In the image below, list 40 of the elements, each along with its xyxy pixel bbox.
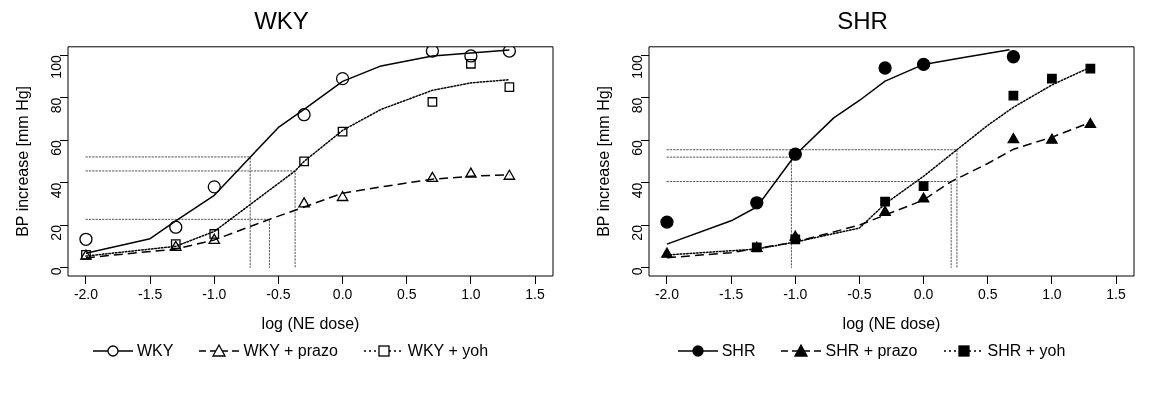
chart-title: SHR [837, 7, 888, 35]
x-tick-label: 1.0 [1042, 286, 1062, 303]
x-tick-label: 0.0 [913, 286, 934, 303]
y-tick-label: 40 [628, 182, 645, 199]
y-tick-label: 60 [47, 139, 64, 156]
legend-label: WKY + yoh [407, 342, 489, 360]
x-tick-label: 0.5 [397, 286, 417, 303]
y-tick-label: 0 [47, 267, 64, 276]
legend-label: SHR [721, 342, 756, 360]
y-tick-label: 20 [47, 224, 64, 241]
y-tick-label: 0 [628, 267, 645, 276]
x-tick-label: -0.5 [847, 286, 872, 303]
legend-label: SHR + prazo [825, 342, 918, 360]
y-axis-title: BP increase [mm Hg] [14, 85, 32, 237]
y-axis-title: BP increase [mm Hg] [595, 85, 613, 237]
legend-label: SHR + yoh [987, 342, 1066, 360]
y-tick-label: 60 [628, 139, 645, 156]
x-tick-label: -0.5 [266, 286, 291, 303]
x-tick-label: 1.5 [525, 286, 545, 303]
x-tick-label: 0.5 [978, 286, 998, 303]
x-tick-label: -2.0 [654, 286, 680, 303]
x-tick-label: 1.0 [461, 286, 481, 303]
legend-label: WKY [136, 342, 174, 360]
chart-title: WKY [254, 7, 309, 35]
x-axis-title: log (NE dose) [261, 314, 360, 332]
x-tick-label: 0.0 [332, 286, 353, 303]
x-tick-label: -1.5 [138, 286, 163, 303]
legend-label: WKY + prazo [243, 342, 338, 360]
y-tick-label: 20 [628, 224, 645, 241]
x-tick-label: -1.5 [719, 286, 744, 303]
x-axis-title: log (NE dose) [842, 314, 941, 332]
y-tick-label: 100 [628, 55, 645, 79]
y-tick-label: 80 [47, 97, 64, 114]
y-tick-label: 40 [47, 182, 64, 199]
x-tick-label: -1.0 [202, 286, 227, 303]
x-tick-label: -1.0 [783, 286, 808, 303]
y-tick-label: 100 [47, 55, 64, 79]
x-tick-label: 1.5 [1106, 286, 1126, 303]
x-tick-label: -2.0 [73, 286, 99, 303]
y-tick-label: 80 [628, 97, 645, 114]
